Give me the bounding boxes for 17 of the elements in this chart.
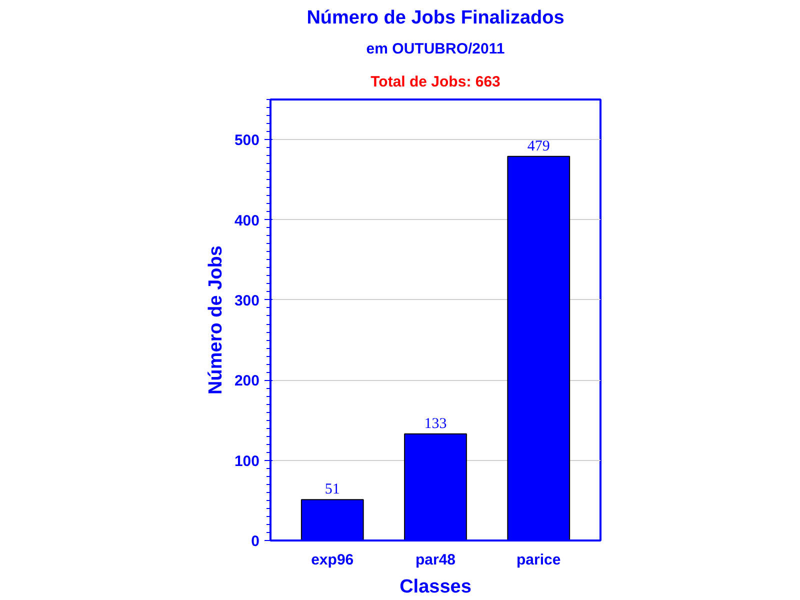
y-tick-label: 0 [251,533,260,550]
x-tick-label: par48 [415,552,456,568]
chart-title: Número de Jobs Finalizados [306,8,564,28]
x-tick-label: exp96 [311,552,354,568]
x-axis-title: Classes [400,576,472,598]
data-label: 479 [527,138,550,154]
y-tick-label: 300 [234,292,260,310]
y-tick-label: 200 [234,372,260,390]
text: Total de Jobs: 663 [370,74,500,90]
y-tick-label: 400 [234,212,260,230]
y-axis-title: Número de Jobs [205,246,226,394]
x-tick-label: parice [516,552,561,568]
y-tick-label: 100 [234,452,260,470]
data-label: 51 [324,482,340,498]
data-label: 133 [424,416,447,432]
y-tick-label: 500 [234,132,260,150]
chart-subtitle: em OUTUBRO/2011 [366,40,505,58]
